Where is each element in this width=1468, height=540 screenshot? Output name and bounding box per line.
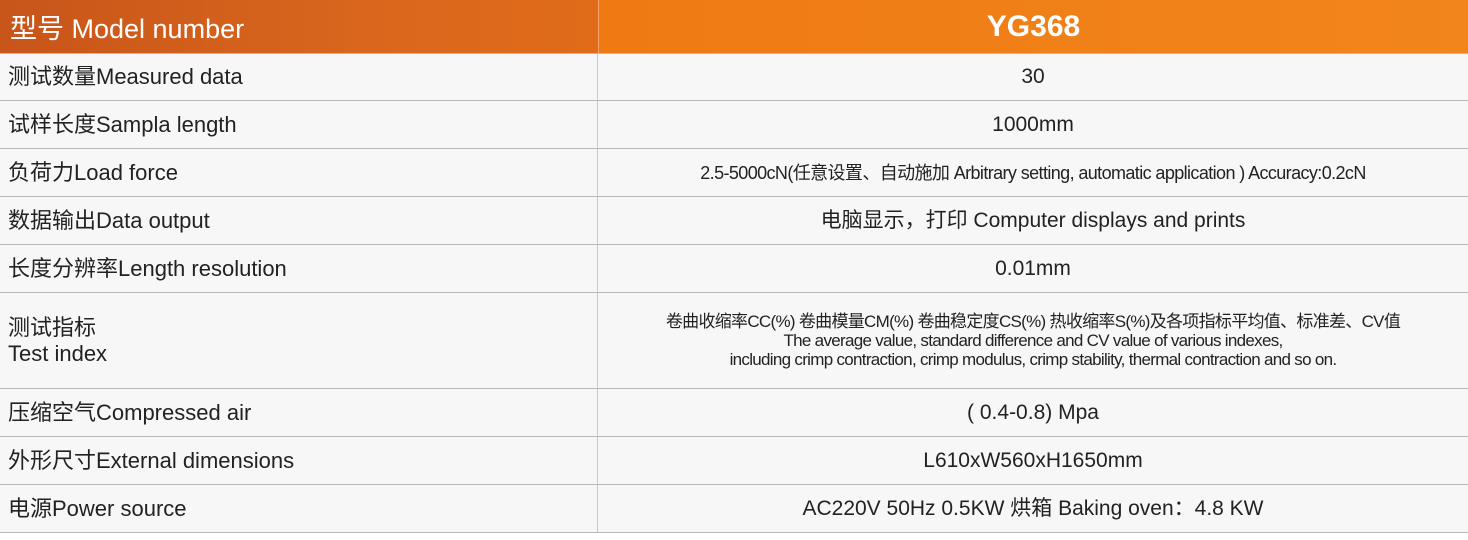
value-line: ( 0.4-0.8) Mpa [967, 400, 1099, 424]
label-line: 压缩空气Compressed air [8, 399, 252, 425]
label-line: Test index [8, 340, 108, 366]
label-line: 试样长度Sampla length [8, 111, 237, 137]
spec-label: 压缩空气Compressed air [0, 389, 598, 436]
value-line: 0.01mm [995, 256, 1071, 280]
header-row: 型号 Model number YG368 [0, 0, 1468, 53]
value-line: 2.5-5000cN(任意设置、自动施加 Arbitrary setting, … [700, 162, 1366, 183]
label-line: 负荷力Load force [8, 159, 178, 185]
spec-value: 30 [598, 54, 1468, 100]
spec-row: 测试数量Measured data 30 [0, 53, 1468, 101]
label-line: 电源Power source [8, 495, 187, 521]
spec-label: 测试数量Measured data [0, 54, 598, 100]
spec-row: 电源Power source AC220V 50Hz 0.5KW 烘箱 Bakin… [0, 485, 1468, 533]
spec-label: 测试指标 Test index [0, 293, 598, 388]
header-label: 型号 Model number [0, 0, 598, 53]
value-line: 电脑显示，打印 Computer displays and prints [820, 208, 1246, 232]
label-line: 数据输出Data output [8, 207, 210, 233]
value-line: The average value, standard difference a… [783, 331, 1283, 350]
spec-row: 压缩空气Compressed air ( 0.4-0.8) Mpa [0, 389, 1468, 437]
spec-value: L610xW560xH1650mm [598, 437, 1468, 484]
spec-value: 2.5-5000cN(任意设置、自动施加 Arbitrary setting, … [598, 149, 1468, 196]
value-line: L610xW560xH1650mm [923, 448, 1143, 472]
spec-label: 负荷力Load force [0, 149, 598, 196]
spec-value: ( 0.4-0.8) Mpa [598, 389, 1468, 436]
spec-row: 测试指标 Test index 卷曲收缩率CC(%) 卷曲模量CM(%) 卷曲稳定度… [0, 293, 1468, 389]
label-line: 长度分辨率Length resolution [8, 255, 287, 281]
label-line: 测试指标 [8, 314, 97, 340]
spec-value: 卷曲收缩率CC(%) 卷曲模量CM(%) 卷曲稳定度CS(%) 热收缩率S(%)… [598, 293, 1468, 388]
spec-label: 数据输出Data output [0, 197, 598, 244]
value-line: including crimp contraction, crimp modul… [729, 350, 1338, 369]
value-line: 30 [1021, 65, 1045, 88]
spec-row: 负荷力Load force 2.5-5000cN(任意设置、自动施加 Arbitr… [0, 149, 1468, 197]
label-line: 外形尺寸External dimensions [8, 447, 295, 473]
spec-row: 外形尺寸External dimensions L610xW560xH1650mm [0, 437, 1468, 485]
label-line: 测试数量Measured data [8, 64, 243, 89]
spec-value: 0.01mm [598, 245, 1468, 292]
spec-label: 长度分辨率Length resolution [0, 245, 598, 292]
spec-row: 试样长度Sampla length 1000mm [0, 101, 1468, 149]
spec-label: 试样长度Sampla length [0, 101, 598, 148]
table-body: 测试数量Measured data 30 试样长度Sampla length 1000… [0, 53, 1468, 533]
spec-row: 数据输出Data output 电脑显示，打印 Computer displays… [0, 197, 1468, 245]
value-line: 卷曲收缩率CC(%) 卷曲模量CM(%) 卷曲稳定度CS(%) 热收缩率S(%)… [665, 312, 1401, 331]
spec-value: AC220V 50Hz 0.5KW 烘箱 Baking oven：4.8 KW [598, 485, 1468, 532]
value-line: AC220V 50Hz 0.5KW 烘箱 Baking oven：4.8 KW [802, 496, 1264, 520]
spec-label: 电源Power source [0, 485, 598, 532]
spec-value: 1000mm [598, 101, 1468, 148]
spec-row: 长度分辨率Length resolution 0.01mm [0, 245, 1468, 293]
spec-label: 外形尺寸External dimensions [0, 437, 598, 484]
value-line: 1000mm [992, 112, 1074, 136]
header-value: YG368 [598, 0, 1468, 53]
spec-value: 电脑显示，打印 Computer displays and prints [598, 197, 1468, 244]
